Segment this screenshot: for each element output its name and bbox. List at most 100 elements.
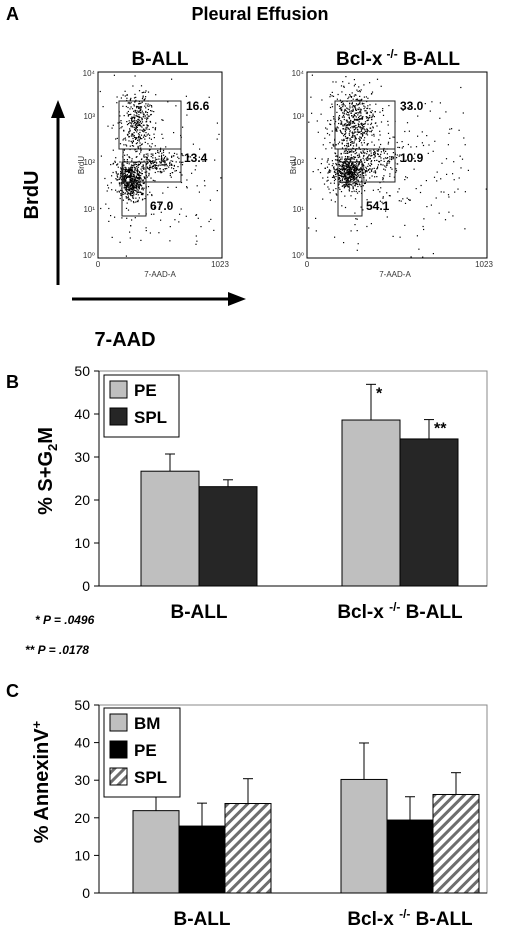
flow-event-dot (458, 177, 460, 179)
flow-event-dot (335, 175, 337, 178)
flow-event-dot (332, 95, 335, 97)
flow-event-dot (137, 183, 139, 185)
flow-event-dot (122, 182, 124, 184)
flow-event-dot (358, 124, 360, 126)
flow-event-dot (348, 114, 350, 116)
flow-event-dot (352, 145, 355, 147)
flow-event-dot (114, 160, 116, 162)
flow-event-dot (141, 173, 143, 175)
flow-event-dot (140, 168, 142, 170)
flow-event-dot (137, 191, 139, 193)
flow-event-dot (144, 198, 146, 200)
flow-event-dot (339, 180, 341, 182)
flow-event-dot (147, 153, 149, 155)
flow-event-dot (129, 180, 131, 182)
flow-event-dot (123, 182, 125, 184)
flow-event-dot (135, 186, 138, 188)
flow-event-dot (377, 164, 379, 166)
flow-x-tick: 1023 (211, 260, 229, 269)
flow-event-dot (369, 168, 371, 170)
flow-event-dot (355, 176, 357, 179)
flow-event-dot (135, 156, 137, 158)
flow-event-dot (447, 194, 450, 196)
flow-event-dot (133, 176, 135, 178)
panel-b-legend-swatch (109, 407, 128, 426)
flow-event-dot (139, 142, 141, 144)
flow-event-dot (349, 102, 351, 104)
flow-event-dot (129, 231, 131, 233)
flow-event-dot (142, 96, 144, 98)
flow-event-dot (130, 194, 132, 196)
flow-event-dot (126, 175, 128, 177)
flow-event-dot (139, 124, 141, 126)
flow-event-dot (119, 161, 121, 163)
flow-event-dot (346, 160, 349, 162)
flow-event-dot (126, 159, 128, 161)
flow-event-dot (363, 149, 365, 151)
flow-event-dot (440, 178, 442, 180)
flow-event-dot (168, 205, 171, 207)
flow-event-dot (439, 117, 441, 119)
flow-event-dot (349, 131, 351, 133)
flow-event-dot (336, 173, 338, 175)
flow-event-dot (359, 139, 361, 141)
flow-event-dot (333, 177, 336, 179)
flow-event-dot (134, 93, 136, 95)
flow-event-dot (355, 118, 357, 121)
flow-event-dot (353, 122, 355, 124)
flow-event-dot (360, 137, 362, 139)
flow-event-dot (161, 160, 163, 162)
flow-event-dot (132, 183, 134, 185)
flow-event-dot (404, 224, 406, 226)
flow-event-dot (125, 174, 127, 176)
flow-event-dot (346, 111, 348, 113)
flow-event-dot (137, 165, 139, 167)
flow-event-dot (127, 185, 129, 187)
flow-event-dot (342, 125, 344, 127)
flow-event-dot (344, 129, 346, 131)
flow-event-dot (348, 165, 350, 167)
flow-event-dot (338, 116, 340, 118)
flow-event-dot (136, 183, 138, 185)
flow-event-dot (351, 176, 353, 178)
flow-event-dot (136, 200, 138, 202)
flow-event-dot (329, 192, 331, 194)
flow-event-dot (178, 221, 180, 223)
flow-event-dot (128, 176, 130, 178)
flow-event-dot (354, 139, 356, 141)
flow-event-dot (345, 94, 347, 96)
flow-event-dot (357, 176, 359, 178)
flow-event-dot (386, 163, 388, 165)
flow-event-dot (130, 122, 132, 124)
flow-event-dot (127, 189, 129, 191)
flow-event-dot (130, 172, 132, 174)
flow-event-dot (364, 110, 366, 112)
flow-event-dot (369, 127, 371, 129)
flow-event-dot (120, 194, 122, 196)
aad-arrow-head (228, 292, 246, 306)
flow-event-dot (345, 132, 347, 134)
flow-event-dot (142, 165, 144, 167)
flow-event-dot (345, 177, 348, 179)
flow-event-dot (131, 175, 133, 177)
flow-event-dot (352, 109, 354, 111)
flow-event-dot (382, 178, 384, 180)
flow-event-dot (137, 169, 139, 171)
flow-event-dot (139, 131, 141, 134)
flow-event-dot (141, 173, 143, 175)
flow-event-dot (352, 147, 354, 149)
flow-event-dot (349, 160, 351, 162)
flow-event-dot (422, 256, 424, 258)
flow-event-dot (134, 179, 136, 182)
flow-event-dot (333, 175, 335, 177)
flow-event-dot (102, 106, 104, 108)
flow-event-dot (396, 157, 398, 159)
flow-event-dot (332, 144, 334, 146)
flow-event-dot (340, 152, 342, 155)
flow-event-dot (464, 144, 466, 146)
flow-event-dot (359, 139, 361, 141)
flow-event-dot (351, 175, 353, 177)
flow-event-dot (351, 150, 353, 152)
flow-event-dot (127, 169, 130, 171)
flow-event-dot (141, 101, 143, 103)
